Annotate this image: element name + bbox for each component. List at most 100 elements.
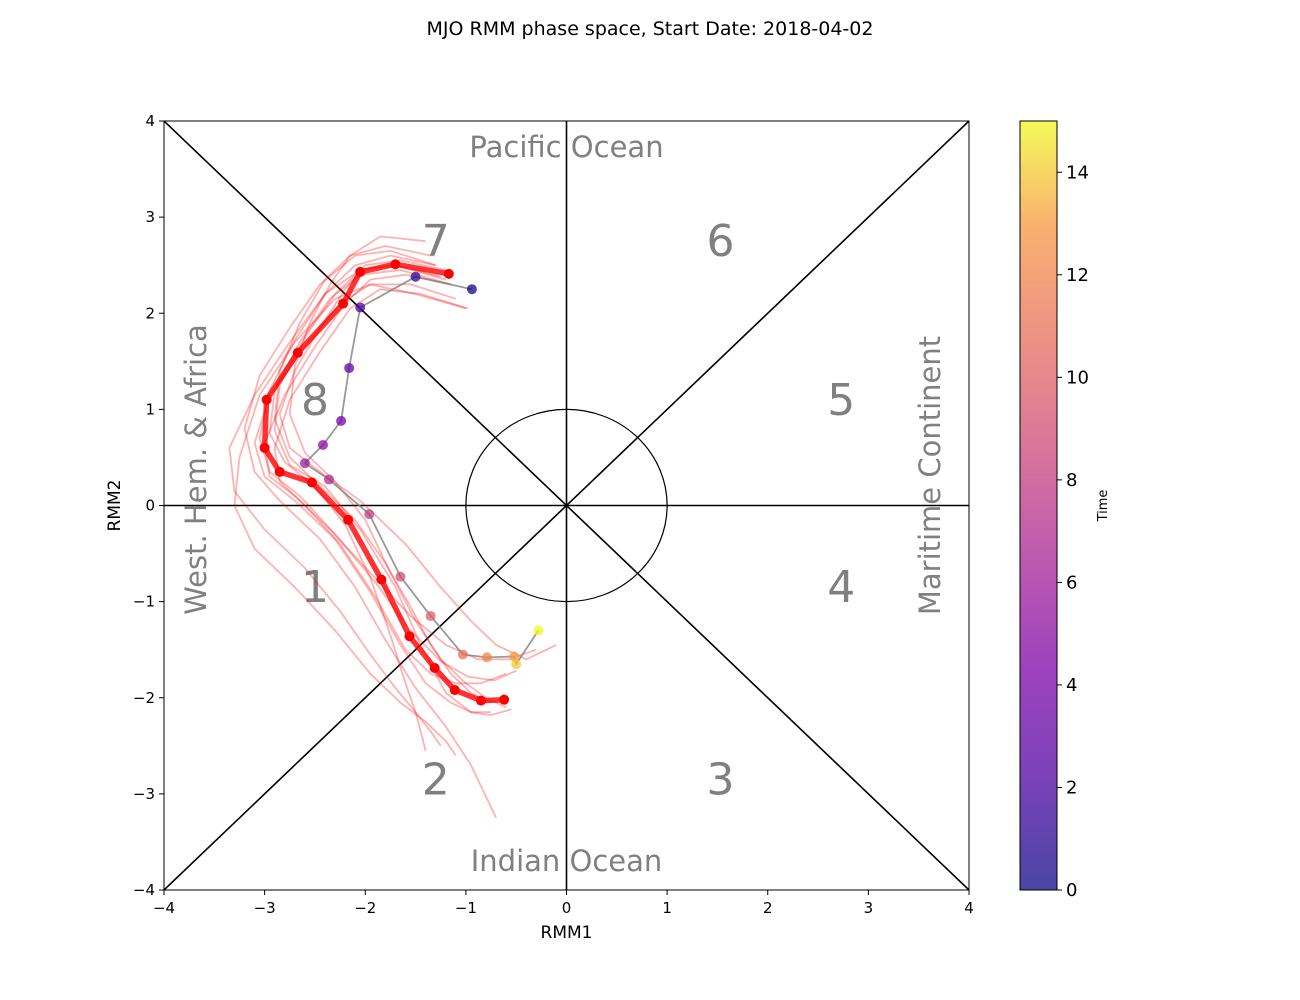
colorbar-tick-label: 14 <box>1066 162 1089 183</box>
ensemble-mean-point <box>343 514 354 525</box>
observed-point <box>509 651 520 662</box>
colorbar-label: Time <box>1096 490 1111 523</box>
x-tick-label: 3 <box>864 899 874 917</box>
ensemble-member-line-5 <box>268 269 452 751</box>
ensemble-mean-point <box>499 694 510 705</box>
colorbar-tick-label: 6 <box>1066 572 1077 593</box>
colorbar-ticks: 0 2 4 6 8 10 12 14 <box>1057 162 1089 901</box>
unit-circle <box>465 408 668 603</box>
ensemble-mean-point <box>449 685 460 696</box>
y-tick-label: −1 <box>133 593 155 611</box>
x-tick-label: −3 <box>254 899 276 917</box>
phase-label-3: 3 <box>706 754 734 805</box>
x-tick-label: −1 <box>455 899 477 917</box>
ensemble-member-line-4 <box>233 283 467 756</box>
observed-line <box>303 275 540 667</box>
phase-labels: 1 2 3 4 5 6 7 8 <box>301 216 855 805</box>
y-tick-label: −2 <box>133 689 155 707</box>
chart-title: MJO RMM phase space, Start Date: 2018-04… <box>427 18 874 40</box>
region-label-top: Pacific Ocean <box>469 130 663 164</box>
colorbar-tick-label: 8 <box>1066 470 1077 491</box>
y-tick-label: −3 <box>133 785 155 803</box>
ensemble-mean-point <box>404 631 415 642</box>
observed-point <box>324 474 335 485</box>
x-tick-label: −4 <box>153 899 175 917</box>
colorbar-gradient <box>1020 121 1057 890</box>
y-tick-label: 1 <box>145 400 155 418</box>
ensemble-mean-point <box>376 574 387 585</box>
observed-point <box>299 458 310 469</box>
x-tick-label: −2 <box>354 899 376 917</box>
colorbar-tick-label: 12 <box>1066 265 1089 286</box>
y-tick-label: 0 <box>145 497 155 515</box>
observed-point <box>317 439 328 450</box>
ensemble-mean-point <box>259 442 270 453</box>
phase-label-4: 4 <box>827 562 855 613</box>
ensemble-mean-line <box>261 261 505 704</box>
x-tick-label: 1 <box>662 899 672 917</box>
x-tick-label: 0 <box>562 899 572 917</box>
colorbar-frame <box>1019 120 1058 891</box>
observed-point <box>364 509 375 520</box>
observed-point <box>466 284 477 295</box>
ensemble-member-line-1 <box>243 249 497 819</box>
region-label-right: Maritime Continent <box>913 336 947 615</box>
observed-point <box>457 649 468 660</box>
observed-point <box>425 611 436 622</box>
colorbar-tick-label: 4 <box>1066 675 1077 696</box>
ensemble-mean-point <box>274 466 285 477</box>
colorbar-tick-label: 0 <box>1066 880 1077 901</box>
ensemble-mean-point <box>355 266 366 277</box>
diagonal-line-falling <box>163 120 970 891</box>
phase-label-6: 6 <box>706 216 734 267</box>
ensemble-mean-point <box>475 695 486 706</box>
x-axis-ticks: −4 −3 −2 −1 0 1 2 3 4 <box>153 890 974 917</box>
ensemble-member-line-2 <box>273 264 512 716</box>
observed-track <box>299 271 544 670</box>
ensemble-mean-point <box>429 662 440 673</box>
ensemble-mean-point <box>443 268 454 279</box>
colorbar-tick-label: 2 <box>1066 777 1077 798</box>
phase-label-5: 5 <box>827 375 855 426</box>
region-label-left: West. Hem. & Africa <box>179 324 213 615</box>
phase-division-lines <box>163 120 970 891</box>
observed-point <box>482 652 493 663</box>
observed-point <box>511 659 522 670</box>
ensemble-mean-point <box>306 477 317 488</box>
y-axis-label: RMM2 <box>105 480 125 532</box>
region-label-bottom: Indian Ocean <box>471 844 663 878</box>
ensemble-mean-point <box>390 259 401 270</box>
phase-label-2: 2 <box>422 754 450 805</box>
colorbar: 0 2 4 6 8 10 12 14 Time <box>1019 120 1111 901</box>
y-tick-label: 3 <box>145 208 155 226</box>
colorbar-tick-label: 10 <box>1066 367 1089 388</box>
y-tick-label: −4 <box>133 881 155 899</box>
phase-label-7: 7 <box>422 216 450 267</box>
observed-point <box>355 302 366 313</box>
ensemble-mean-point <box>292 347 303 358</box>
ensemble-members <box>228 235 557 819</box>
y-axis-ticks: −4 −3 −2 −1 0 1 2 3 4 <box>133 112 164 899</box>
ensemble-mean-point <box>338 298 349 309</box>
x-tick-label: 2 <box>763 899 773 917</box>
ensemble-mean-point <box>261 394 272 405</box>
phase-label-1: 1 <box>301 562 329 613</box>
x-axis-label: RMM1 <box>541 923 593 943</box>
x-tick-label: 4 <box>964 899 974 917</box>
y-tick-label: 2 <box>145 304 155 322</box>
y-tick-label: 4 <box>145 112 155 130</box>
observed-point <box>336 415 347 426</box>
ensemble-member-line-11 <box>273 245 492 704</box>
region-labels: Pacific Ocean Indian Ocean West. Hem. & Af… <box>179 130 947 878</box>
ensemble-member-line-9 <box>253 283 491 714</box>
ensemble-mean <box>259 259 510 706</box>
ensemble-member-line-7 <box>258 254 517 682</box>
observed-point <box>344 363 355 374</box>
phase-label-8: 8 <box>301 375 329 426</box>
ensemble-member-line-8 <box>228 264 447 747</box>
observed-point <box>533 625 544 636</box>
observed-point <box>410 271 421 282</box>
ensemble-member-line-3 <box>288 235 507 709</box>
observed-point <box>395 571 406 582</box>
